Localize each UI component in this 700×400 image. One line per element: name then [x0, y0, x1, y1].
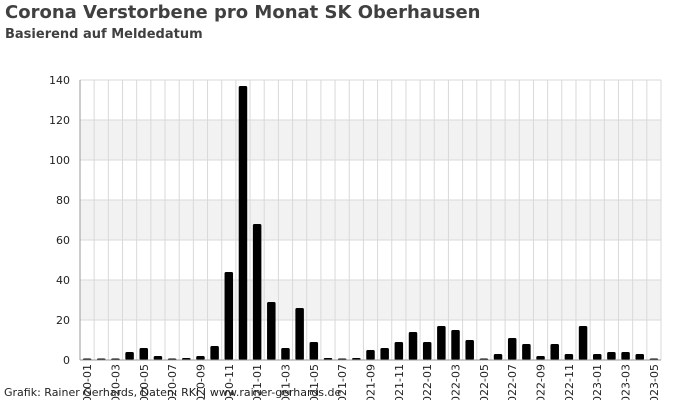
- bar-2023-01: [592, 354, 602, 360]
- bar-2022-01: [422, 342, 432, 360]
- y-tick-label: 60: [56, 234, 70, 247]
- x-tick-label: 2022-09: [535, 364, 548, 400]
- x-tick-label: 2023-05: [648, 364, 661, 400]
- bar-2022-04: [465, 340, 474, 360]
- x-tick-label: 2023-03: [620, 364, 633, 400]
- bar-2021-02: [267, 302, 276, 360]
- bar-2022-06: [493, 354, 503, 360]
- x-tick-label: 2022-11: [563, 364, 576, 400]
- y-tick-label: 100: [49, 154, 70, 167]
- x-tick-label: 2021-09: [365, 364, 378, 400]
- bar-2021-10: [380, 348, 389, 360]
- bar-2023-03: [621, 352, 630, 360]
- y-tick-label: 120: [49, 114, 70, 127]
- y-tick-label: 20: [56, 314, 70, 327]
- bar-2020-10: [210, 346, 219, 360]
- x-tick-label: 2021-05: [308, 364, 321, 400]
- bar-2023-02: [607, 352, 616, 360]
- x-tick-label: 2020-03: [109, 364, 122, 400]
- x-tick-label: 2020-09: [194, 364, 207, 400]
- bar-2020-12: [238, 86, 248, 360]
- y-tick-label: 140: [49, 74, 70, 87]
- y-tick-label: 40: [56, 274, 70, 287]
- bar-2023-04: [635, 354, 644, 360]
- bar-2022-07: [507, 338, 517, 360]
- bar-2021-03: [281, 348, 290, 360]
- x-tick-label: 2021-01: [251, 364, 264, 400]
- background-band: [80, 160, 661, 200]
- bar-2021-11: [394, 342, 404, 360]
- x-tick-label: 2020-01: [81, 364, 94, 400]
- chart-subtitle: Basierend auf Meldedatum: [5, 27, 203, 42]
- bar-2020-05: [139, 348, 149, 360]
- bar-2021-01: [252, 224, 262, 360]
- x-tick-label: 2022-07: [506, 364, 519, 400]
- bar-2020-06: [153, 356, 163, 360]
- x-axis: 2020-01 2020-03 2020-05 2020-07 2020-09 2020-…: [80, 359, 661, 400]
- bar-2022-10: [550, 344, 559, 360]
- x-tick-label: 2020-11: [223, 364, 236, 400]
- source-credit: Grafik: Rainer Gerhards, Daten: RKI | ww…: [4, 386, 342, 399]
- bar-2020-09: [196, 356, 205, 360]
- bar-2021-04: [295, 308, 304, 360]
- x-tick-label: 2020-05: [138, 364, 151, 400]
- bar-2020-11: [224, 272, 234, 360]
- x-tick-label: 2022-05: [478, 364, 491, 400]
- bar-2022-02: [437, 326, 446, 360]
- bars: [82, 86, 659, 360]
- background-band: [80, 200, 661, 240]
- bar-2022-12: [578, 326, 588, 360]
- bar-2021-12: [408, 332, 418, 360]
- bar-2021-05: [309, 342, 319, 360]
- x-tick-label: 2023-01: [591, 364, 604, 400]
- x-tick-label: 2020-07: [166, 364, 179, 400]
- x-tick-label: 2022-01: [421, 364, 434, 400]
- background-bands: [80, 80, 661, 360]
- x-tick-label: 2022-03: [450, 364, 463, 400]
- background-band: [80, 120, 661, 160]
- x-tick-label: 2021-11: [393, 364, 406, 400]
- x-tick-label: 2021-07: [336, 364, 349, 400]
- bar-2021-09: [366, 350, 375, 360]
- background-band: [80, 80, 661, 120]
- x-tick-label: 2021-03: [279, 364, 292, 400]
- bar-2022-09: [536, 356, 545, 360]
- chart-title: Corona Verstorbene pro Monat SK Oberhaus…: [5, 2, 481, 23]
- bar-2022-11: [564, 354, 574, 360]
- bar-2020-04: [125, 352, 134, 360]
- background-band: [80, 280, 661, 320]
- y-tick-label: 0: [63, 354, 70, 367]
- y-axis: 0 20 40 60 80 100 120 140: [49, 74, 81, 367]
- bar-2022-03: [451, 330, 460, 360]
- bar-2022-08: [522, 344, 531, 360]
- vertical-gridlines: [79, 80, 662, 360]
- y-tick-label: 80: [56, 194, 70, 207]
- background-band: [80, 240, 661, 280]
